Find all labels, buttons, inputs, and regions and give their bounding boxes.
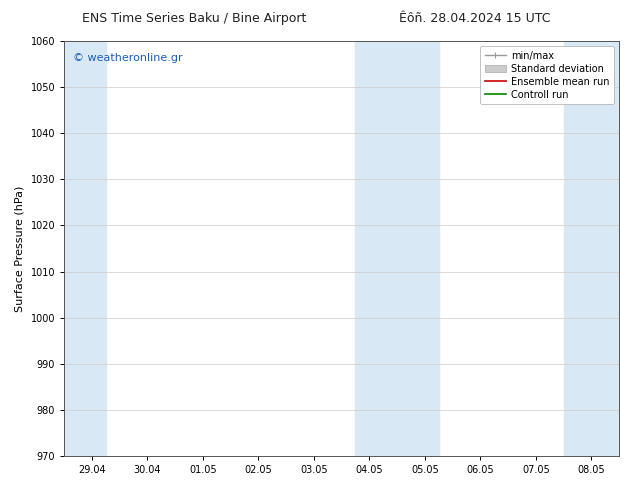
Legend: min/max, Standard deviation, Ensemble mean run, Controll run: min/max, Standard deviation, Ensemble me…: [480, 46, 614, 104]
Text: ENS Time Series Baku / Bine Airport: ENS Time Series Baku / Bine Airport: [82, 12, 307, 25]
Text: Êôñ. 28.04.2024 15 UTC: Êôñ. 28.04.2024 15 UTC: [399, 12, 551, 25]
Bar: [64, 41, 106, 456]
Y-axis label: Surface Pressure (hPa): Surface Pressure (hPa): [15, 185, 25, 312]
Bar: [356, 41, 439, 456]
Text: © weatheronline.gr: © weatheronline.gr: [72, 53, 182, 64]
Bar: [564, 41, 619, 456]
